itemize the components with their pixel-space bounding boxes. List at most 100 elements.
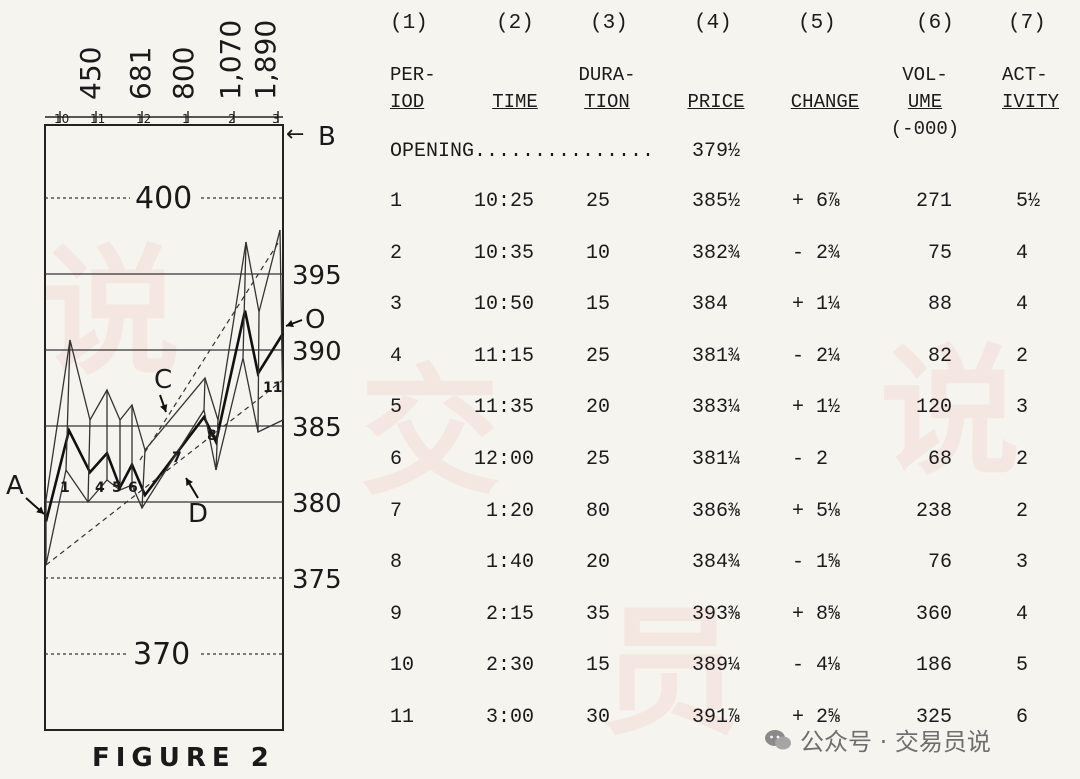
volume-label: 800 [167,47,200,100]
table-cell-price: 386⅜ [692,499,741,523]
table-cell-duration: 30 [586,706,611,729]
table-cell-activity: 5½ [1016,190,1041,213]
table-cell-time: 10:35 [473,241,534,265]
hour-tick-label: 3 [272,112,280,126]
column-header: TIME [470,62,560,116]
table-cell-period: 6 [390,448,403,471]
arrow-a-head [36,506,44,514]
volume-label: 1,070 [214,20,247,100]
price-label-400: 400 [135,181,192,216]
chart-frame [44,124,284,731]
column-number: (7) [1008,12,1046,35]
table-cell-change: + 1¼ [792,293,841,317]
range-bar [215,419,219,471]
price-label-390: 390 [292,337,342,367]
table-cell-price: 389¼ [692,654,741,678]
table-cell-period: 7 [390,499,403,523]
header-line [470,62,560,89]
table-cell-price: 381¼ [692,448,741,471]
table-cell-volume: 186 [915,654,952,678]
opening-price: 379½ [692,140,741,163]
hour-tick-label: 1 [182,112,190,126]
table-cell-period: 11 [390,706,415,729]
price-label-395: 395 [292,261,342,291]
table-cell-duration: 20 [586,396,611,420]
header-line [676,62,756,89]
table-cell-period: 3 [390,293,403,317]
column-number: (6) [916,12,954,35]
hour-tick-label: 2 [228,112,236,126]
wave-label: 1 [60,480,70,496]
table-cell-time: 1:40 [485,551,534,575]
header-line: UME [907,91,943,113]
table-cell-activity: 3 [1016,551,1029,575]
table-cell-volume: 68 [927,448,952,471]
header-line: VOL- [902,64,948,86]
table-cell-period: 1 [390,190,403,213]
table-cell-volume: 88 [927,293,952,317]
watermark-text: 公众号 · 交易员说 [800,728,991,756]
table-cell-volume: 271 [915,190,952,213]
low-envelope [45,357,284,566]
column-number: (4) [694,12,732,35]
range-bar [65,339,71,471]
table-cell-activity: 4 [1016,293,1029,317]
wechat-watermark: 公众号 · 交易员说 [764,722,991,757]
table-cell-time: 11:15 [473,344,534,368]
table-cell-activity: 4 [1016,602,1029,626]
table-cell-volume: 325 [915,706,952,729]
header-line: TION [584,91,630,113]
table-cell-activity: 4 [1016,241,1029,265]
column-header: PER- IOD [390,62,460,116]
table-cell-duration: 15 [586,654,611,678]
arrow-o-head [286,319,294,328]
table-cell-time: 10:50 [473,293,534,317]
range-bar [203,377,206,411]
table-cell-time: 11:35 [473,396,534,420]
table-cell-price: 385½ [692,190,741,213]
hour-tick-label: 10 [54,112,69,126]
annotation-c: C [154,365,172,395]
table-cell-change: - 1⅝ [792,551,841,575]
column-number: (5) [798,12,836,35]
table-cell-duration: 80 [586,499,611,523]
hour-tick-label: 12 [136,112,151,126]
table-cell-time: 12:00 [473,448,534,471]
table-cell-activity: 2 [1016,448,1029,471]
wechat-icon [764,728,792,752]
table-cell-price: 381¾ [692,344,741,368]
column-header: PRICE [676,62,756,116]
volume-label: 1,890 [249,20,282,100]
wave-label: 6 [128,480,138,496]
table-cell-volume: 76 [927,551,952,575]
table-cell-price: 383¼ [692,396,741,420]
header-line: CHANGE [790,91,860,113]
header-line: PRICE [687,91,745,113]
table-cell-change: - 4⅛ [792,654,841,678]
table-cell-activity: 6 [1016,706,1029,729]
table-cell-time: 2:30 [485,654,534,678]
arrow-b: ← [286,122,304,147]
table-cell-period: 2 [390,241,403,265]
table-cell-duration: 10 [586,241,611,265]
header-line: TIME [492,91,538,113]
table-cell-duration: 35 [586,602,611,626]
table-cell-change: + 5⅛ [792,499,841,523]
table-cell-duration: 15 [586,293,611,317]
table-cell-activity: 2 [1016,499,1029,523]
table-cell-change: - 2 [792,448,829,471]
high-envelope [45,229,281,501]
arrow-d-head [186,478,193,486]
header-line: DURA- [578,64,636,86]
table-cell-period: 5 [390,396,403,420]
header-line [780,62,870,89]
table-cell-price: 391⅞ [692,706,741,729]
table-cell-change: + 1½ [792,396,841,420]
hour-tick-label: 11 [90,112,105,126]
table-cell-activity: 3 [1016,396,1029,420]
table-cell-period: 4 [390,344,403,368]
volume-label: 450 [74,47,107,100]
table-cell-volume: 82 [927,344,952,368]
column-header: DURA- TION [572,62,642,116]
